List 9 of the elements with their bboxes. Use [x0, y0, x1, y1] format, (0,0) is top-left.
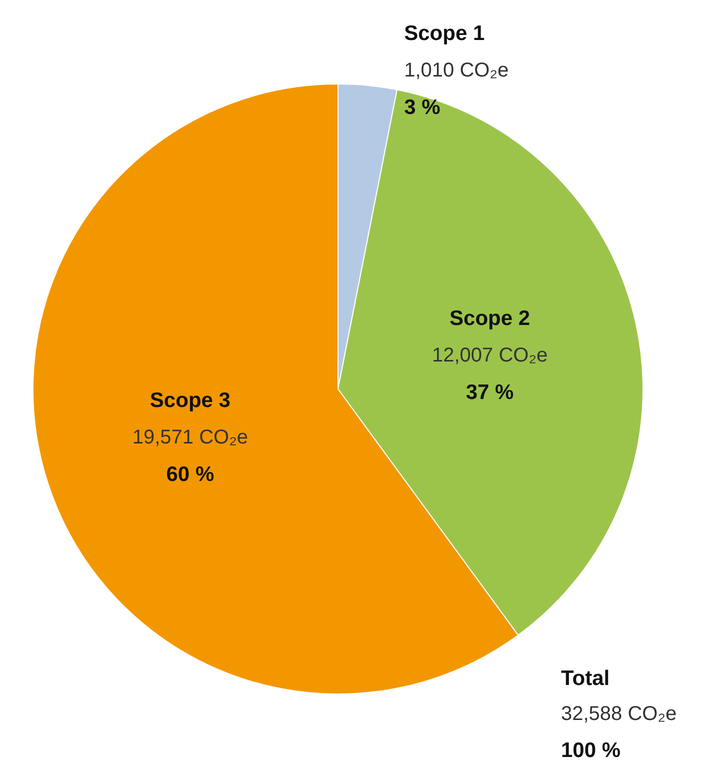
text: Total	[561, 667, 610, 690]
text: 100 %	[561, 739, 621, 762]
slice-label: Scope 3	[150, 388, 230, 412]
slice-label: Scope 2	[450, 306, 530, 330]
text: 32,588 CO₂e	[561, 703, 677, 725]
data-label: 1,010 CO₂e 3 %	[404, 60, 509, 120]
data-label: 12,007 CO₂e 37 %	[432, 344, 548, 404]
data-label: 19,571 CO₂e 60 %	[132, 426, 248, 486]
slice-label: Scope 1	[404, 22, 485, 46]
